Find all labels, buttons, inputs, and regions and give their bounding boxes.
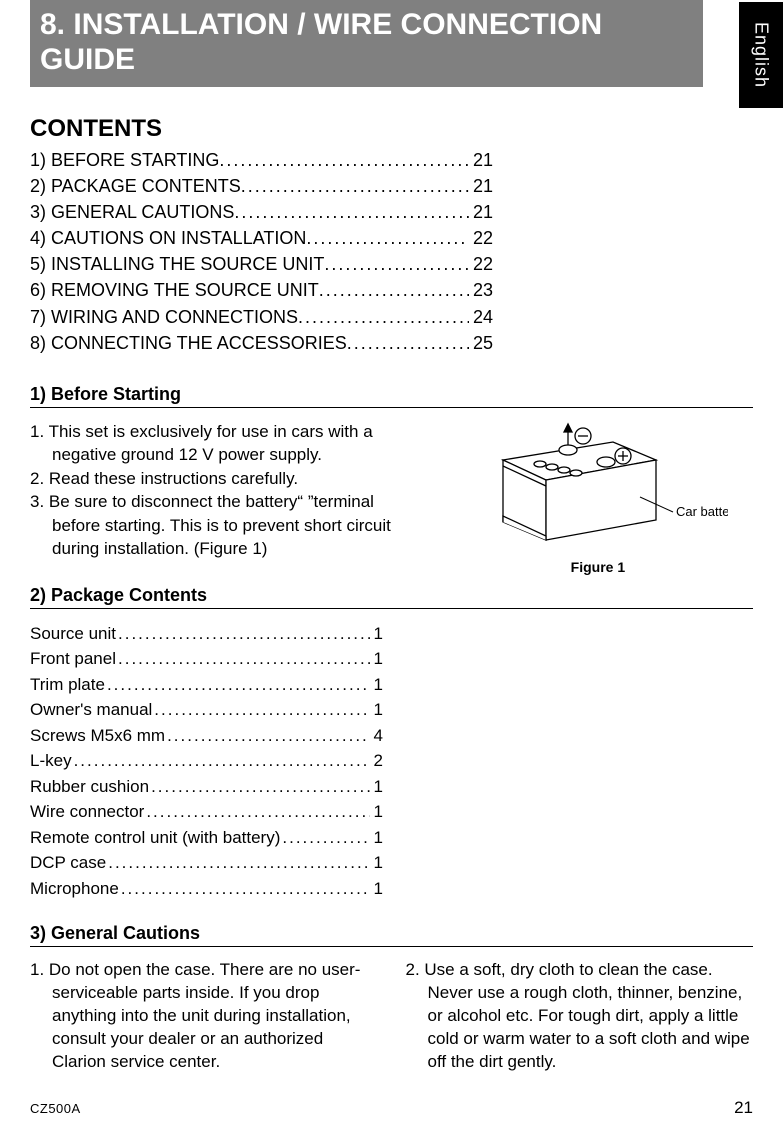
toc-item-label: 1) BEFORE STARTING (30, 147, 219, 173)
before-starting-point-1: 1. This set is exclusively for use in ca… (30, 420, 425, 467)
toc-item-label: 3) GENERAL CAUTIONS (30, 199, 234, 225)
package-leader (118, 646, 370, 672)
package-item-qty: 1 (370, 876, 383, 902)
toc-item-label: 4) CAUTIONS ON INSTALLATION (30, 225, 306, 251)
package-leader (146, 799, 369, 825)
package-leader (151, 774, 369, 800)
toc-leader (306, 225, 469, 251)
package-item-label: L-key (30, 748, 74, 774)
figure-1-caption: Figure 1 (443, 559, 753, 575)
car-battery-figure: Car battery (468, 422, 728, 552)
package-item-label: Remote control unit (with battery) (30, 825, 282, 851)
toc-item: 4) CAUTIONS ON INSTALLATION 22 (30, 225, 493, 251)
package-item: Source unit 1 (30, 621, 383, 647)
package-item-label: Front panel (30, 646, 118, 672)
toc-item-page: 24 (469, 304, 493, 330)
package-item: Screws M5x6 mm 4 (30, 723, 383, 749)
toc-leader (241, 173, 469, 199)
package-item-label: Microphone (30, 876, 121, 902)
before-starting-point-3: 3. Be sure to disconnect the battery“ ”t… (30, 490, 425, 560)
package-item: Microphone 1 (30, 876, 383, 902)
package-leader (121, 876, 370, 902)
package-item-qty: 1 (370, 672, 383, 698)
toc-item: 7) WIRING AND CONNECTIONS 24 (30, 304, 493, 330)
package-contents-list: Source unit 1 Front panel 1 Trim plate 1 Ow… (30, 621, 753, 902)
toc-item-label: 8) CONNECTING THE ACCESSORIES (30, 330, 347, 356)
package-leader (282, 825, 369, 851)
section-heading-general-cautions: 3) General Cautions (30, 923, 753, 947)
package-leader (167, 723, 369, 749)
toc-item-label: 5) INSTALLING THE SOURCE UNIT (30, 251, 324, 277)
toc-leader (219, 147, 469, 173)
package-leader (118, 621, 370, 647)
package-item-qty: 1 (370, 697, 383, 723)
package-item: L-key 2 (30, 748, 383, 774)
package-leader (107, 672, 370, 698)
general-caution-2: 2. Use a soft, dry cloth to clean the ca… (406, 959, 754, 1074)
package-leader (108, 850, 369, 876)
toc-item: 3) GENERAL CAUTIONS 21 (30, 199, 493, 225)
general-caution-1: 1. Do not open the case. There are no us… (30, 959, 378, 1074)
toc-item: 1) BEFORE STARTING 21 (30, 147, 493, 173)
toc-item-page: 23 (469, 277, 493, 303)
package-item-qty: 1 (370, 774, 383, 800)
package-item: Trim plate 1 (30, 672, 383, 698)
package-item-qty: 1 (370, 825, 383, 851)
model-number: CZ500A (30, 1101, 81, 1116)
package-leader (154, 697, 369, 723)
figure-car-battery-label: Car battery (676, 504, 728, 519)
toc-item-label: 7) WIRING AND CONNECTIONS (30, 304, 298, 330)
toc-leader (324, 251, 469, 277)
language-tab-label: English (751, 22, 772, 88)
language-tab: English (739, 2, 783, 108)
chapter-title: 8. INSTALLATION / WIRE CONNECTION GUIDE (30, 0, 703, 87)
toc-leader (319, 277, 469, 303)
toc-item-label: 2) PACKAGE CONTENTS (30, 173, 241, 199)
package-item-qty: 1 (370, 646, 383, 672)
toc-item: 8) CONNECTING THE ACCESSORIES 25 (30, 330, 493, 356)
package-item: Wire connector 1 (30, 799, 383, 825)
toc-item-page: 21 (469, 147, 493, 173)
package-item: Rubber cushion 1 (30, 774, 383, 800)
package-item-label: Wire connector (30, 799, 146, 825)
section-heading-package-contents: 2) Package Contents (30, 585, 753, 609)
package-item: Front panel 1 (30, 646, 383, 672)
toc-item-label: 6) REMOVING THE SOURCE UNIT (30, 277, 319, 303)
package-item-label: Source unit (30, 621, 118, 647)
package-item-qty: 1 (370, 621, 383, 647)
toc-leader (234, 199, 469, 225)
package-item-qty: 4 (370, 723, 383, 749)
toc-item: 5) INSTALLING THE SOURCE UNIT 22 (30, 251, 493, 277)
package-item-label: DCP case (30, 850, 108, 876)
package-leader (74, 748, 370, 774)
toc-heading: CONTENTS (30, 115, 753, 143)
toc-item: 6) REMOVING THE SOURCE UNIT 23 (30, 277, 493, 303)
section-heading-before-starting: 1) Before Starting (30, 384, 753, 408)
package-item-label: Trim plate (30, 672, 107, 698)
page-number: 21 (734, 1098, 753, 1118)
package-item-qty: 1 (370, 850, 383, 876)
toc-item: 2) PACKAGE CONTENTS 21 (30, 173, 493, 199)
toc-item-page: 22 (469, 225, 493, 251)
package-item-qty: 2 (370, 748, 383, 774)
package-item: Remote control unit (with battery) 1 (30, 825, 383, 851)
package-item-label: Owner's manual (30, 697, 154, 723)
toc-leader (347, 330, 469, 356)
before-starting-point-2: 2. Read these instructions carefully. (30, 467, 425, 490)
package-item-label: Screws M5x6 mm (30, 723, 167, 749)
package-item: DCP case 1 (30, 850, 383, 876)
toc-item-page: 22 (469, 251, 493, 277)
toc-item-page: 25 (469, 330, 493, 356)
package-item: Owner's manual 1 (30, 697, 383, 723)
table-of-contents: 1) BEFORE STARTING 21 2) PACKAGE CONTENTS… (30, 147, 753, 356)
toc-leader (298, 304, 469, 330)
toc-item-page: 21 (469, 173, 493, 199)
package-item-label: Rubber cushion (30, 774, 151, 800)
package-item-qty: 1 (370, 799, 383, 825)
toc-item-page: 21 (469, 199, 493, 225)
